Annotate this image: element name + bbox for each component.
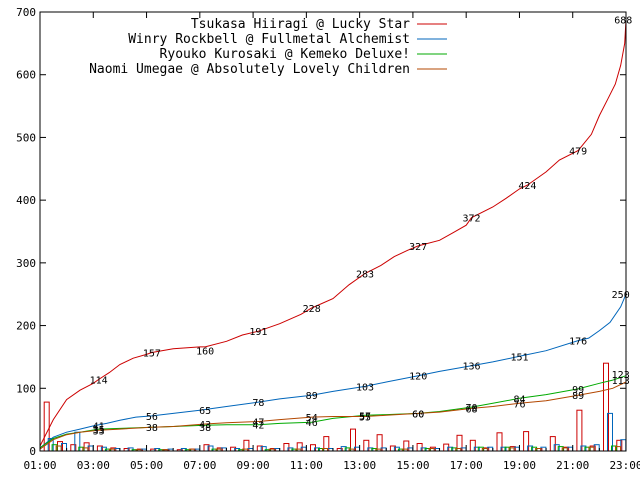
x-tick-label: 13:00	[343, 459, 376, 472]
y-tick-label: 300	[16, 257, 36, 270]
data-label: 65	[199, 406, 211, 417]
data-label: 46	[306, 418, 318, 429]
data-label: 191	[249, 327, 267, 338]
x-tick-label: 01:00	[23, 459, 56, 472]
data-label: 327	[409, 242, 427, 253]
series-line-2	[39, 375, 627, 449]
data-label: 38	[199, 423, 211, 434]
y-tick-label: 200	[16, 320, 36, 333]
data-label: 35	[93, 425, 105, 436]
data-label: 160	[196, 347, 214, 358]
plot-frame	[39, 11, 627, 452]
x-tick-label: 05:00	[130, 459, 163, 472]
data-label: 103	[356, 382, 374, 393]
data-label: 47	[252, 418, 264, 429]
series-line-1	[39, 294, 627, 449]
x-tick-label: 17:00	[450, 459, 483, 472]
data-label: 60	[412, 409, 424, 420]
x-tick-label: 07:00	[183, 459, 216, 472]
data-label: 283	[356, 270, 374, 281]
ticks-layer: 0 100 200 300 400 500 600 700 01:00 03:00 05:00 07:…	[16, 6, 640, 472]
histogram-bar	[576, 409, 583, 452]
y-tick-label: 100	[16, 382, 36, 395]
y-tick-label: 600	[16, 69, 36, 82]
data-label: 55	[359, 413, 371, 424]
series-line-3	[39, 381, 627, 450]
data-label: 688	[614, 16, 632, 27]
x-tick-label: 15:00	[396, 459, 429, 472]
data-label: 176	[569, 337, 587, 348]
data-label: 114	[90, 376, 108, 387]
x-tick-label: 09:00	[237, 459, 270, 472]
point-labels-layer: 114 157 160 191 228 283 327 372 424 479 688 41 56 65 7…	[90, 16, 633, 438]
data-label: 136	[462, 362, 480, 373]
legend-label: Naomi Umegae @ Absolutely Lovely Childre…	[89, 62, 410, 77]
y-tick-label: 500	[16, 131, 36, 144]
legend-label: Ryouko Kurosaki @ Kemeko Deluxe!	[160, 47, 410, 62]
x-tick-label: 11:00	[290, 459, 323, 472]
data-label: 372	[462, 214, 480, 225]
bars-layer	[43, 362, 627, 452]
y-tick-label: 400	[16, 194, 36, 207]
lines-layer	[39, 19, 627, 450]
x-tick-label: 03:00	[77, 459, 110, 472]
data-label: 43	[199, 420, 211, 431]
data-label: 89	[572, 391, 584, 402]
data-label: 57	[359, 411, 371, 422]
data-label: 250	[612, 290, 630, 301]
x-tick-label: 23:00	[609, 459, 640, 472]
data-label: 479	[569, 147, 587, 158]
data-label: 151	[510, 352, 528, 363]
x-tick-label: 21:00	[556, 459, 589, 472]
y-tick-label: 0	[29, 445, 36, 458]
legend-label: Winry Rockbell @ Fullmetal Alchemist	[128, 32, 410, 47]
data-label: 68	[465, 404, 477, 415]
data-label: 78	[252, 398, 264, 409]
series-line-0	[39, 19, 627, 447]
data-label: 60	[412, 409, 424, 420]
data-label: 157	[143, 349, 161, 360]
data-label: 70	[465, 403, 477, 414]
data-label: 38	[146, 423, 158, 434]
y-tick-label: 700	[16, 6, 36, 19]
data-label: 84	[513, 394, 525, 405]
data-label: 89	[306, 391, 318, 402]
data-label: 42	[252, 421, 264, 432]
data-label: 33	[93, 426, 105, 437]
data-label: 113	[612, 376, 630, 387]
data-label: 56	[146, 412, 158, 423]
data-label: 424	[518, 181, 536, 192]
data-label: 228	[303, 304, 321, 315]
legend-label: Tsukasa Hiiragi @ Lucky Star	[191, 17, 410, 32]
data-label: 76	[513, 399, 525, 410]
data-label: 99	[572, 385, 584, 396]
data-label: 41	[93, 421, 105, 432]
data-label: 123	[612, 370, 630, 381]
data-label: 120	[409, 372, 427, 383]
x-tick-label: 19:00	[503, 459, 536, 472]
data-label: 54	[306, 413, 318, 424]
